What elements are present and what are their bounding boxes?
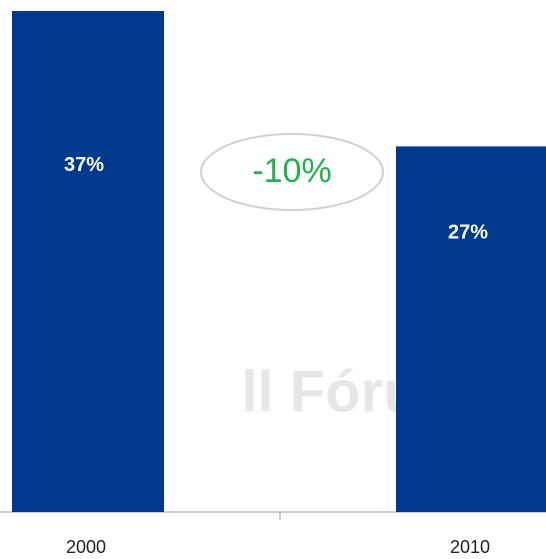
annotation-ellipse [200, 133, 384, 211]
value-label: 37% [64, 154, 104, 176]
value-label: 27% [448, 221, 488, 243]
x-tick-label: 2010 [450, 537, 490, 557]
bar [12, 11, 164, 512]
watermark: ll Fóru [241, 359, 418, 424]
x-tick-label: 2000 [66, 537, 106, 557]
bar [396, 146, 546, 513]
annotation: -10% [252, 152, 331, 190]
